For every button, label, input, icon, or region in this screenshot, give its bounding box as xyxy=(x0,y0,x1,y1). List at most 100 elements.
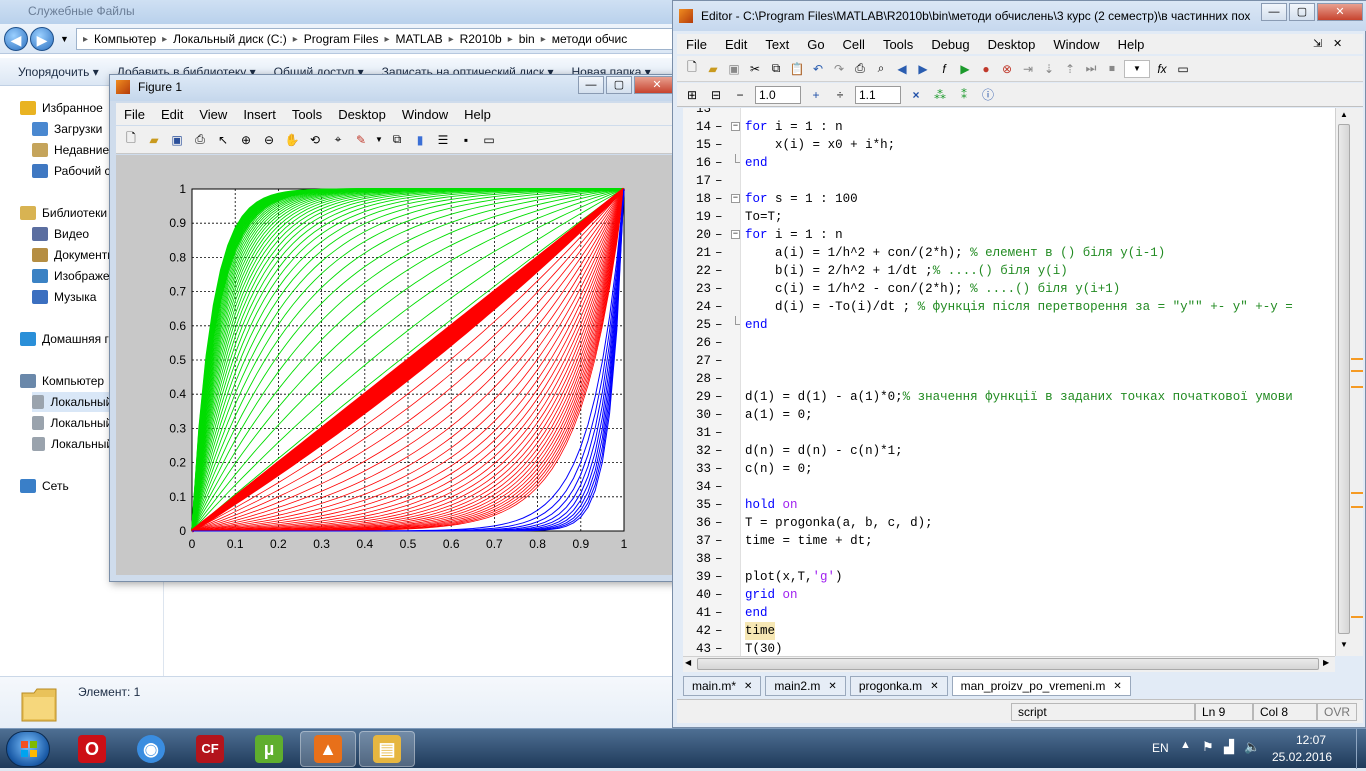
fold-toggle-icon[interactable]: − xyxy=(731,229,740,239)
breakpoint-gutter[interactable]: – xyxy=(715,426,723,440)
code-line[interactable]: 34– xyxy=(683,478,1335,496)
code-line[interactable]: 28– xyxy=(683,370,1335,388)
taskbar-app[interactable]: ◉ xyxy=(123,731,179,767)
code-line[interactable]: 22– b(i) = 2/h^2 + 1/dt ;% ....() біля y… xyxy=(683,262,1335,280)
code-line[interactable]: 32– d(n) = d(n) - c(n)*1; xyxy=(683,442,1335,460)
breadcrumb-sep-icon[interactable]: ▸ xyxy=(292,33,298,45)
breadcrumb-item[interactable]: Локальный диск (C:) xyxy=(173,32,287,46)
exit-debug-icon[interactable]: ⏹ xyxy=(1108,61,1115,75)
close-tab-icon[interactable]: ✕ xyxy=(828,680,837,692)
breadcrumb[interactable]: ▸ Компьютер ▸ Локальный диск (C:) ▸ Program F… xyxy=(76,28,680,50)
document-tab[interactable]: progonka.m ✕ xyxy=(849,676,948,696)
new-file-icon[interactable]: 🗋 xyxy=(687,60,697,74)
show-plot-tools-icon[interactable]: ▭ xyxy=(483,132,495,147)
code-line[interactable]: 13 xyxy=(683,108,1335,118)
run-icon[interactable]: ▶ xyxy=(960,61,970,76)
pan-icon[interactable]: ✋ xyxy=(284,132,300,147)
document-tab[interactable]: main2.m ✕ xyxy=(765,676,846,696)
print-icon[interactable]: ⎙ xyxy=(855,61,865,75)
breakpoint-gutter[interactable]: – xyxy=(715,336,723,350)
find-icon[interactable]: ⌕ xyxy=(877,61,885,75)
breakpoint-clear-icon[interactable]: ⊗ xyxy=(1001,61,1013,76)
cell-publish-icon[interactable]: ⁂ xyxy=(934,87,946,102)
breadcrumb-sep-icon[interactable]: ▸ xyxy=(83,33,89,45)
nav-item[interactable]: Компьютер xyxy=(20,371,164,391)
menu-debug[interactable]: Debug xyxy=(931,36,970,52)
redo-icon[interactable]: ↷ xyxy=(833,61,845,76)
editor-titlebar[interactable]: Editor - C:\Program Files\MATLAB\R2010b\… xyxy=(673,1,1366,31)
minimize-button[interactable]: — xyxy=(578,76,604,94)
brush-dropdown-icon[interactable]: ▼ xyxy=(375,135,383,144)
network-signal-icon[interactable]: ▟ xyxy=(1224,739,1234,754)
menu-file[interactable]: File xyxy=(124,106,145,122)
breadcrumb-sep-icon[interactable]: ▸ xyxy=(540,33,546,45)
menu-file[interactable]: File xyxy=(686,36,707,52)
breakpoint-gutter[interactable]: – xyxy=(715,246,723,260)
new-figure-icon[interactable]: 🗋 xyxy=(126,131,136,145)
history-dropdown-icon[interactable]: ▼ xyxy=(60,34,69,44)
go-back-icon[interactable]: ◀ xyxy=(897,61,907,76)
zoom-out-icon[interactable]: ⊖ xyxy=(263,132,275,147)
code-line[interactable]: 19– To=T; xyxy=(683,208,1335,226)
code-line[interactable]: 27– xyxy=(683,352,1335,370)
cell-divide-button[interactable]: ÷ xyxy=(836,87,844,102)
function-icon[interactable]: f xyxy=(942,61,946,76)
nav-item[interactable]: Сеть xyxy=(20,476,164,496)
vertical-scrollbar[interactable]: ▲ ▼ xyxy=(1335,108,1351,656)
close-tab-icon[interactable]: ✕ xyxy=(1113,680,1122,692)
link-plot-icon[interactable]: ⧉ xyxy=(392,132,402,146)
breadcrumb-sep-icon[interactable]: ▸ xyxy=(162,33,168,45)
close-doc-icon[interactable]: ✕ xyxy=(1333,38,1343,50)
nav-item[interactable]: Документы xyxy=(32,245,164,265)
fold-toggle-icon[interactable]: − xyxy=(731,121,740,131)
breadcrumb-item[interactable]: MATLAB xyxy=(395,32,443,46)
close-tab-icon[interactable]: ✕ xyxy=(930,680,939,692)
breakpoint-gutter[interactable]: – xyxy=(715,174,723,188)
code-line[interactable]: 43– T(30) xyxy=(683,640,1335,656)
breakpoint-set-icon[interactable]: ● xyxy=(982,61,990,76)
menu-window[interactable]: Window xyxy=(1053,36,1100,52)
code-line[interactable]: 33– c(n) = 0; xyxy=(683,460,1335,478)
step-in-icon[interactable]: ⇣ xyxy=(1043,61,1055,76)
maximize-button[interactable]: ▢ xyxy=(1289,3,1315,21)
breakpoint-gutter[interactable]: – xyxy=(715,192,723,206)
breakpoint-gutter[interactable]: – xyxy=(715,552,723,566)
code-line[interactable]: 31– xyxy=(683,424,1335,442)
breakpoint-gutter[interactable]: – xyxy=(715,300,723,314)
warning-marker[interactable] xyxy=(1351,492,1363,494)
action-center-icon[interactable]: ⚑ xyxy=(1202,739,1214,754)
menu-edit[interactable]: Edit xyxy=(724,36,748,52)
breakpoint-gutter[interactable]: – xyxy=(715,444,723,458)
code-line[interactable]: 40– grid on xyxy=(683,586,1335,604)
save-icon[interactable]: ▣ xyxy=(728,61,740,76)
breakpoint-gutter[interactable]: – xyxy=(715,606,723,620)
start-button[interactable] xyxy=(6,731,50,767)
minimize-button[interactable]: — xyxy=(1261,3,1287,21)
menu-tools[interactable]: Tools xyxy=(291,106,323,122)
code-line[interactable]: 25– end xyxy=(683,316,1335,334)
code-line[interactable]: 24– d(i) = -To(i)/dt ; % функція після п… xyxy=(683,298,1335,316)
menu-help[interactable]: Help xyxy=(464,106,491,122)
show-hidden-icons-icon[interactable]: ▲ xyxy=(1180,739,1191,751)
forward-button[interactable]: ▶ xyxy=(30,27,54,51)
breakpoint-gutter[interactable]: – xyxy=(715,498,723,512)
undock-icon[interactable]: ⇲ xyxy=(1313,38,1323,50)
cell-value-field-1[interactable]: 1.0 xyxy=(755,85,801,104)
menu-insert[interactable]: Insert xyxy=(243,106,276,122)
breadcrumb-item[interactable]: Program Files xyxy=(303,32,379,46)
nav-item[interactable]: Видео xyxy=(32,224,164,244)
breakpoint-gutter[interactable]: – xyxy=(715,282,723,296)
show-desktop-button[interactable] xyxy=(1356,729,1366,769)
breakpoint-gutter[interactable]: – xyxy=(715,642,723,656)
edit-plot-icon[interactable]: ↖ xyxy=(217,132,229,147)
hide-plot-tools-icon[interactable]: ▪ xyxy=(463,132,469,147)
step-out-icon[interactable]: ⇡ xyxy=(1064,61,1076,76)
breakpoint-gutter[interactable]: – xyxy=(715,408,723,422)
go-forward-icon[interactable]: ▶ xyxy=(918,61,928,76)
warning-marker[interactable] xyxy=(1351,370,1363,372)
breakpoint-gutter[interactable]: – xyxy=(715,138,723,152)
stack-dropdown-icon[interactable]: ▼ xyxy=(1124,59,1150,78)
menu-view[interactable]: View xyxy=(199,106,228,122)
code-line[interactable]: 14– − for i = 1 : n xyxy=(683,118,1335,136)
cell-value-field-2[interactable]: 1.1 xyxy=(855,85,901,104)
